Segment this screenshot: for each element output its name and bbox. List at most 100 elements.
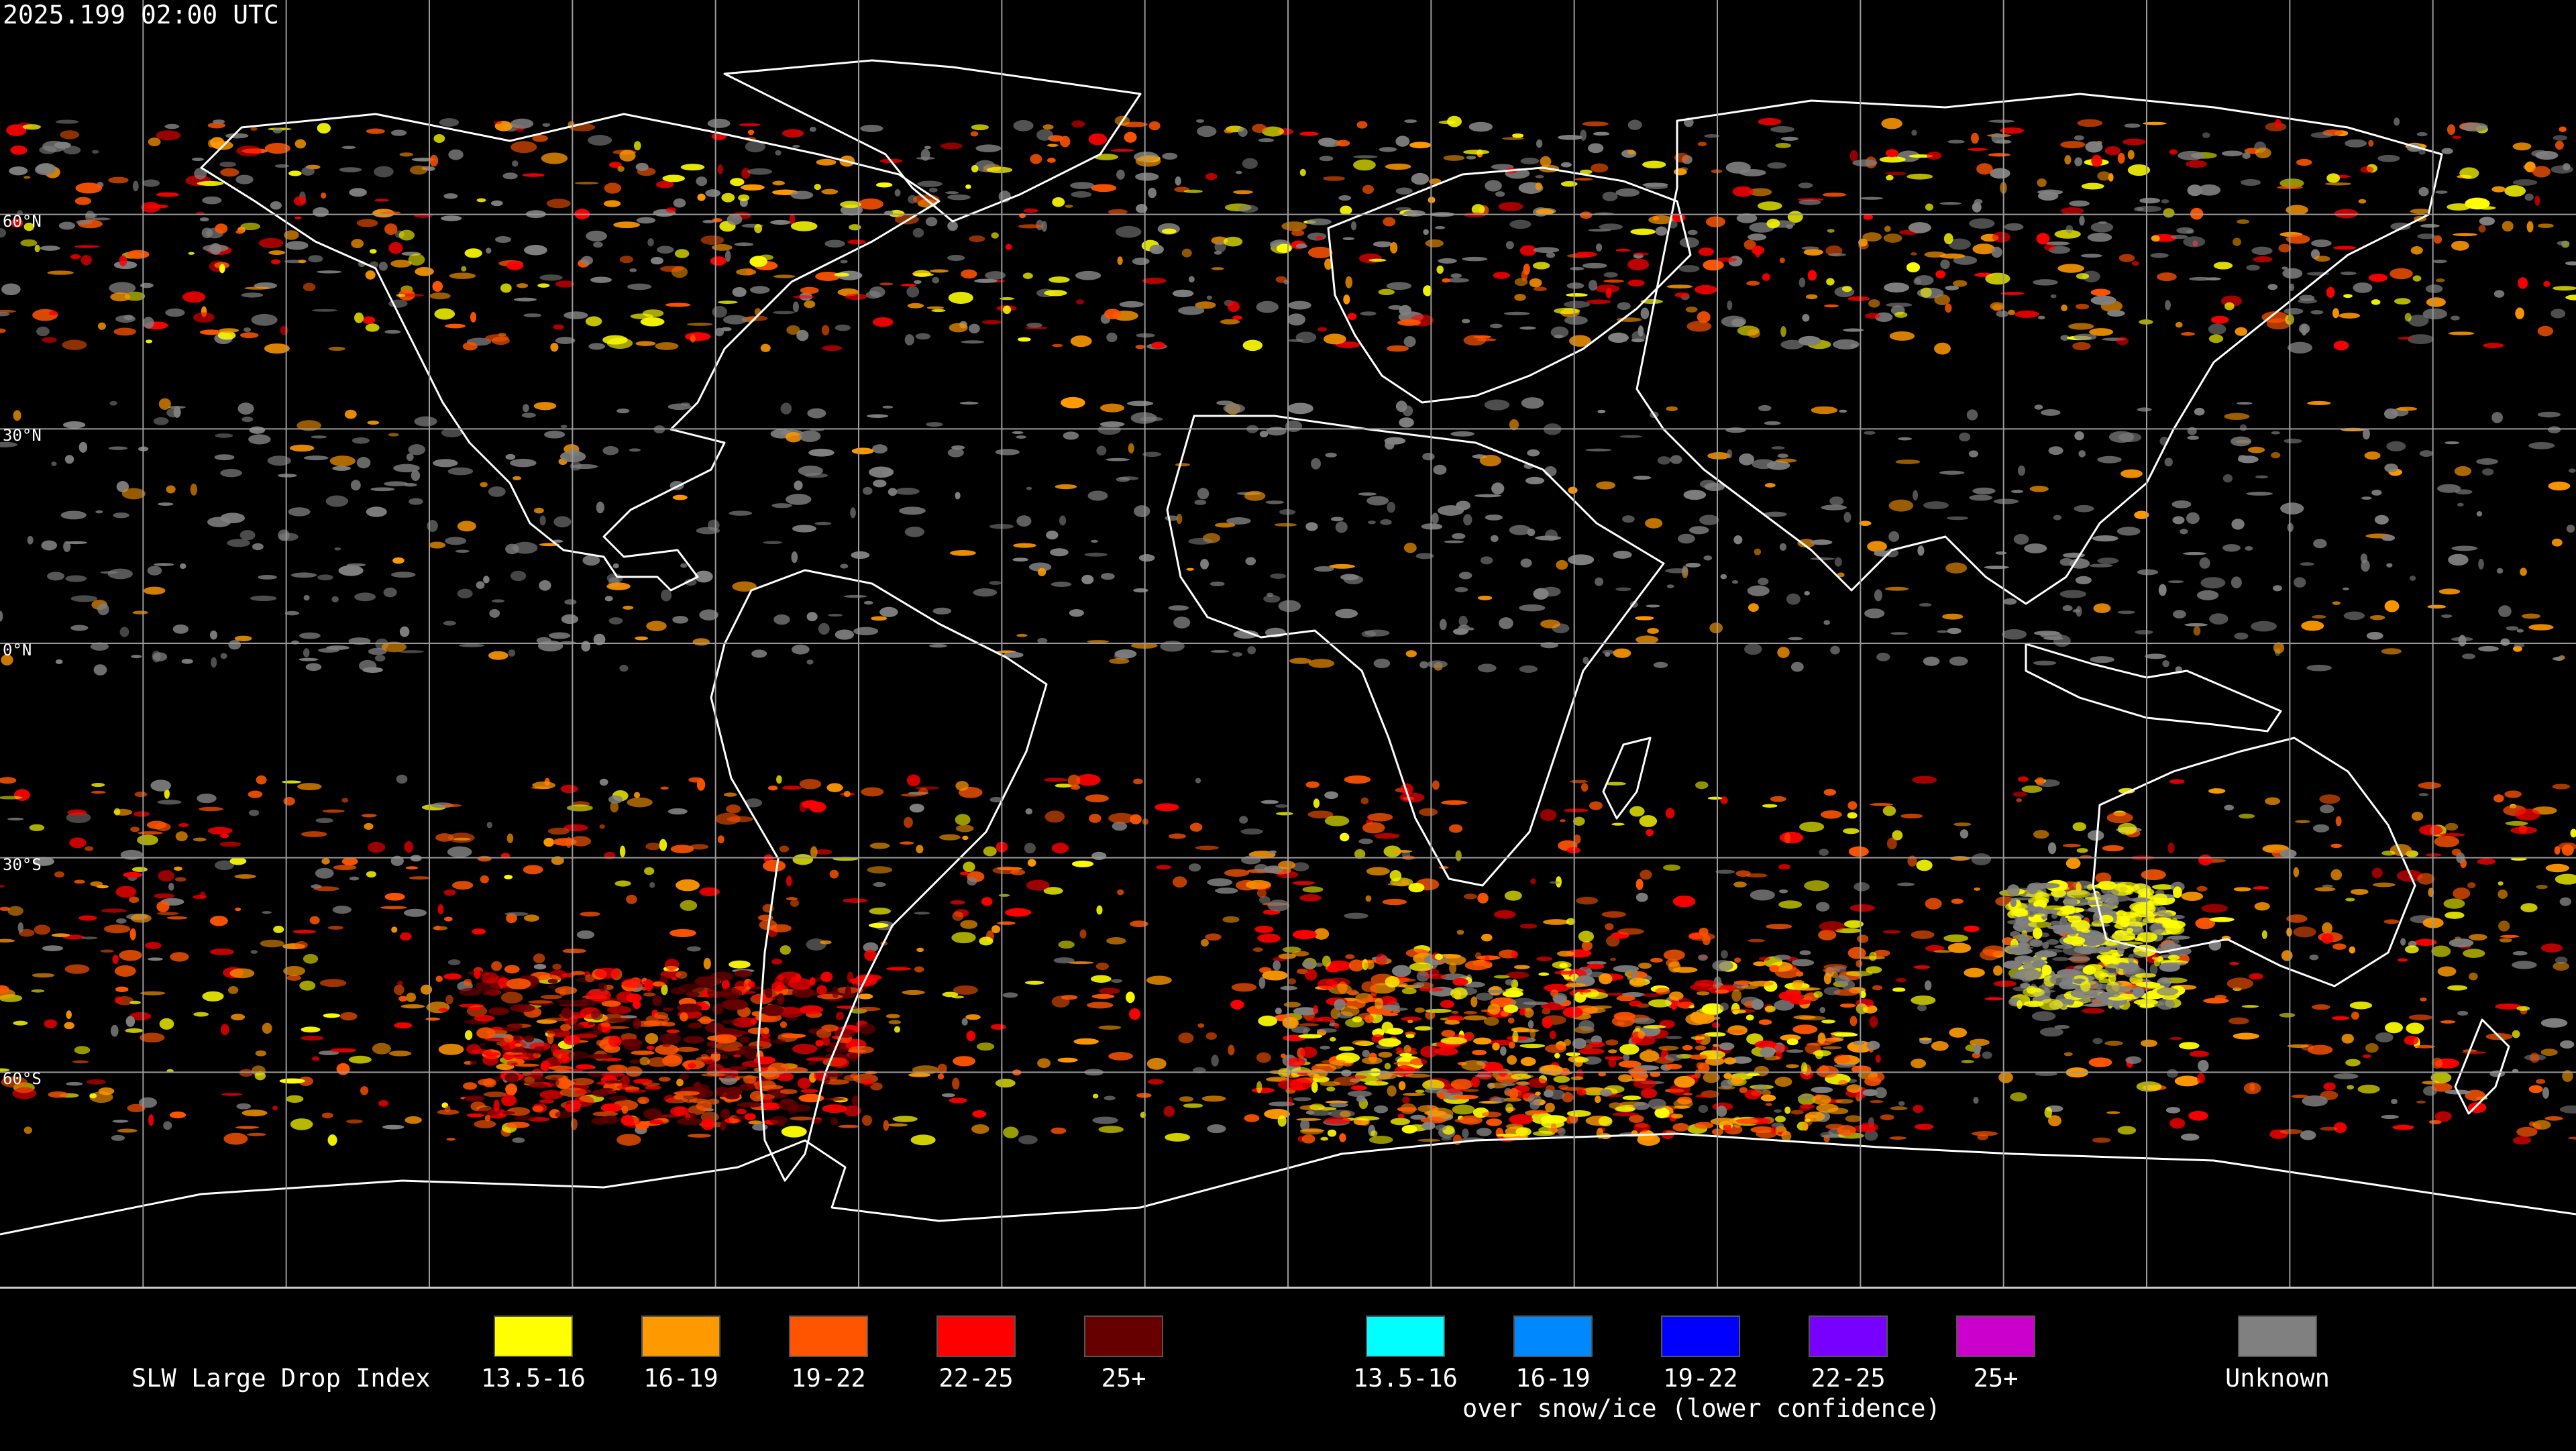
cloud-speckle (602, 445, 619, 455)
latitude-label: 30°S (3, 855, 42, 874)
cloud-speckle (746, 315, 768, 321)
cloud-speckle (737, 1102, 763, 1108)
cloud-speckle (1568, 554, 1595, 566)
cloud-speckle (1940, 259, 1950, 270)
cloud-speckle (1733, 535, 1743, 545)
cloud-speckle (338, 565, 364, 576)
cloud-speckle (2020, 983, 2031, 989)
cloud-speckle (1799, 277, 1806, 288)
cloud-speckle (483, 576, 490, 584)
cloud-speckle (255, 1050, 267, 1057)
cloud-speckle (1854, 882, 1870, 892)
cloud-speckle (1059, 515, 1067, 526)
cloud-speckle (1642, 993, 1662, 998)
cloud-speckle (1540, 1065, 1564, 1075)
cloud-speckle (735, 1075, 760, 1079)
cloud-speckle (220, 468, 242, 478)
cloud-speckle (1579, 169, 1593, 174)
cloud-speckle (1627, 279, 1645, 286)
cloud-speckle (2251, 621, 2277, 632)
cloud-speckle (753, 1056, 776, 1065)
cloud-speckle (311, 435, 327, 439)
cloud-speckle (1010, 869, 1026, 875)
cloud-speckle (608, 1018, 632, 1023)
cloud-speckle (2187, 427, 2197, 435)
cloud-speckle (737, 1045, 763, 1050)
cloud-speckle (493, 1099, 500, 1112)
cloud-speckle (2437, 484, 2461, 493)
cloud-speckle (834, 272, 850, 277)
cloud-speckle (907, 303, 924, 309)
cloud-speckle (2106, 812, 2133, 824)
cloud-speckle (370, 487, 395, 492)
cloud-speckle (1342, 237, 1354, 240)
cloud-speckle (1646, 604, 1660, 608)
cloud-speckle (1969, 218, 1995, 229)
cloud-speckle (229, 857, 247, 865)
cloud-speckle (1389, 870, 1402, 881)
cloud-speckle (2133, 987, 2145, 998)
cloud-speckle (665, 303, 691, 307)
cloud-speckle (55, 119, 79, 124)
cloud-speckle (950, 900, 965, 905)
cloud-speckle (1126, 991, 1135, 1004)
cloud-speckle (486, 822, 492, 828)
cloud-speckle (2246, 264, 2260, 271)
cloud-speckle (929, 269, 949, 273)
cloud-speckle (121, 488, 146, 500)
cloud-speckle (1811, 406, 1838, 415)
cloud-speckle (268, 250, 286, 256)
cloud-speckle (673, 198, 686, 208)
cloud-speckle (2069, 558, 2090, 569)
cloud-speckle (1969, 494, 1993, 501)
cloud-speckle (2198, 184, 2221, 196)
cloud-speckle (1338, 1046, 1355, 1051)
cloud-speckle (2394, 117, 2400, 126)
cloud-speckle (1813, 1050, 1831, 1057)
cloud-speckle (93, 664, 107, 676)
cloud-speckle (2414, 938, 2437, 947)
cloud-speckle (2174, 1075, 2200, 1087)
cloud-speckle (223, 1132, 248, 1145)
cloud-speckle (2369, 614, 2385, 621)
cloud-speckle (1777, 453, 1788, 458)
cloud-speckle (2137, 569, 2159, 576)
cloud-speckle (1302, 960, 1315, 969)
cloud-speckle (2181, 892, 2204, 902)
cloud-speckle (2447, 985, 2468, 991)
cloud-speckle (404, 841, 414, 853)
cloud-speckle (792, 987, 815, 998)
cloud-speckle (537, 283, 550, 288)
cloud-speckle (125, 1016, 136, 1027)
cloud-speckle (1484, 399, 1510, 411)
cloud-speckle (2161, 199, 2169, 204)
graticule-layer (0, 0, 2576, 1287)
cloud-speckle (2233, 1032, 2259, 1040)
cloud-speckle (904, 816, 913, 828)
cloud-speckle (1596, 481, 1615, 490)
cloud-speckle (1481, 1112, 1502, 1118)
cloud-speckle (1429, 178, 1442, 185)
cloud-speckle (1374, 1105, 1389, 1114)
cloud-speckle (1864, 1077, 1882, 1086)
cloud-speckle (669, 928, 696, 937)
cloud-speckle (2035, 1072, 2057, 1076)
cloud-speckle (2104, 146, 2121, 156)
cloud-speckle (1542, 1017, 1553, 1028)
cloud-speckle (763, 541, 783, 545)
cloud-speckle (301, 166, 315, 176)
cloud-speckle (2453, 233, 2477, 237)
cloud-speckle (1438, 120, 1456, 125)
cloud-speckle (1519, 604, 1546, 612)
cloud-speckle (1399, 417, 1414, 428)
cloud-speckle (539, 1090, 564, 1099)
cloud-speckle (1883, 233, 1902, 243)
cloud-speckle (2186, 160, 2207, 168)
cloud-speckle (1633, 1122, 1651, 1132)
cloud-speckle (566, 1100, 585, 1104)
cloud-speckle (315, 818, 333, 824)
cloud-speckle (2196, 1073, 2205, 1084)
cloud-speckle (1299, 1046, 1318, 1058)
cloud-speckle (2163, 208, 2175, 218)
legend-subtitle: over snow/ice (lower confidence) (1462, 1394, 1941, 1423)
